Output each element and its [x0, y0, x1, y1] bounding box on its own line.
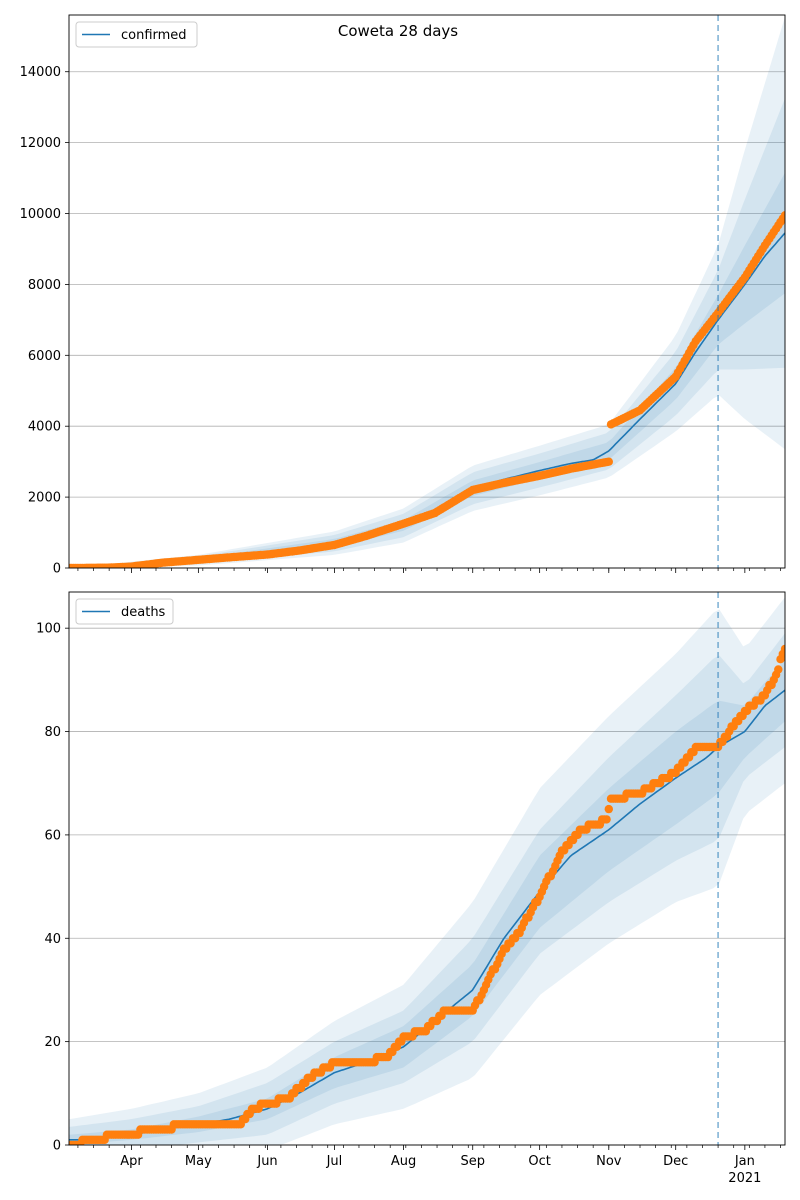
observed-point: [604, 457, 613, 466]
deaths-panel: 0 20 40 60 80 100 Apr May Jun Jul Aug Sep Oct Nov Dec J…: [36, 591, 786, 1186]
uncertainty-band-outer: [69, 597, 785, 1145]
x-tick-sublabel: 2021: [728, 1171, 761, 1186]
axes-frame: [68, 591, 786, 1146]
x-tick-label: Sep: [460, 1154, 485, 1169]
x-tick-label: Jul: [326, 1154, 343, 1169]
x-tick-label: Apr: [120, 1154, 143, 1169]
plot-area: [69, 16, 785, 568]
y-tick-label: 12000: [20, 136, 61, 151]
x-tick-label: Jan: [734, 1154, 755, 1169]
observed-point: [774, 665, 783, 674]
y-tick-label: 6000: [28, 349, 61, 364]
x-tick-label: Dec: [663, 1154, 688, 1169]
figure-title: Coweta 28 days: [338, 22, 458, 40]
x-tick-label: Nov: [596, 1154, 622, 1169]
y-tick-label: 100: [36, 622, 61, 637]
x-tick-label: Oct: [528, 1154, 550, 1169]
plot-area: [69, 597, 785, 1145]
legend-box: [75, 21, 198, 48]
confirmed-panel: 0 2000 4000 6000 8000 10000 12000 14000 confirme…: [20, 14, 786, 577]
observed-point: [780, 211, 785, 220]
legend-box: [75, 598, 174, 625]
observed-series: [69, 644, 785, 1145]
legend: deaths: [75, 598, 174, 625]
y-tick-label: 8000: [28, 278, 61, 293]
y-tick-label: 0: [53, 562, 61, 577]
observed-point: [604, 804, 613, 814]
y-tick-label: 4000: [28, 420, 61, 435]
x-tick-label: Jun: [256, 1154, 277, 1169]
y-tick-label: 80: [44, 725, 61, 740]
y-tick-label: 20: [44, 1035, 61, 1050]
axes-frame: [68, 14, 786, 569]
x-tick-label: May: [185, 1154, 212, 1169]
legend-label: confirmed: [121, 28, 187, 43]
y-tick-label: 2000: [28, 491, 61, 506]
observed-point: [780, 644, 785, 654]
uncertainty-band-middle: [69, 98, 785, 568]
uncertainty-band-middle: [69, 633, 785, 1145]
observed-series: [69, 211, 785, 568]
legend-label: deaths: [121, 605, 166, 620]
legend: confirmed: [75, 21, 198, 48]
uncertainty-band-outer: [69, 16, 785, 568]
uncertainty-band-inner: [69, 659, 785, 1145]
y-tick-label: 0: [53, 1139, 61, 1154]
y-tick-label: 60: [44, 828, 61, 843]
y-tick-label: 40: [44, 932, 61, 947]
observed-point: [602, 815, 611, 824]
y-tick-label: 14000: [20, 65, 61, 80]
y-tick-label: 10000: [20, 207, 61, 222]
x-tick-label: Aug: [391, 1154, 416, 1169]
